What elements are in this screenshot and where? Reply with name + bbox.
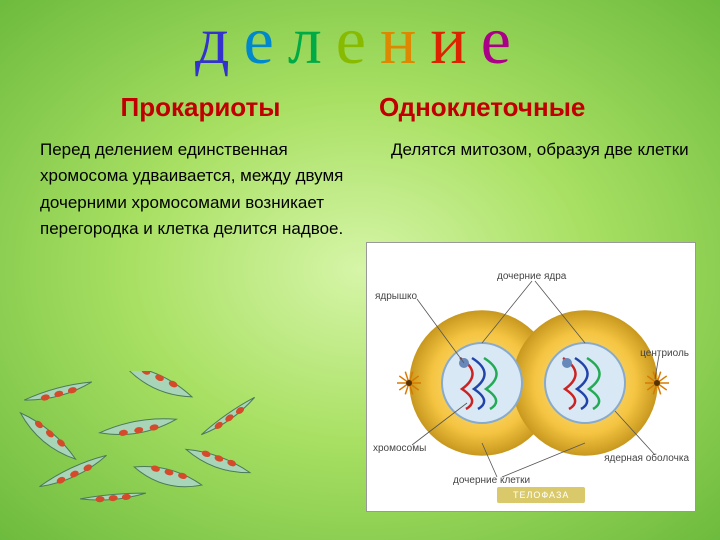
prokaryote-illustration [18,371,298,526]
page-title: деление [0,0,720,74]
stage-badge: ТЕЛОФАЗА [497,487,585,503]
label-nucleolus: ядрышко [375,291,417,302]
label-daughter-cells: дочерние клетки [453,475,530,486]
label-nuclear-envelope: ядерная оболочка [604,453,689,464]
title-letter: н [380,6,430,74]
title-letter: е [244,6,288,74]
title-letter: е [481,6,525,74]
title-letter: е [336,6,380,74]
title-letter: и [430,6,480,74]
columns: Прокариоты Перед делением единственная х… [0,74,720,242]
slide-content: деление Прокариоты Перед делением единст… [0,0,720,540]
left-heading: Прокариоты [40,92,361,123]
mitosis-diagram: ядрышко дочерние ядра центриоль хромосом… [366,242,696,512]
left-body: Перед делением единственная хромосома уд… [40,137,361,242]
mitosis-svg [367,243,697,513]
right-column: Одноклеточные Делятся митозом, образуя д… [379,92,700,242]
title-letter: л [288,6,336,74]
right-heading: Одноклеточные [379,92,700,123]
label-centriole: центриоль [640,348,689,359]
label-chromosomes: хромосомы [373,443,426,454]
label-daughter-nuclei: дочерние ядра [497,271,566,282]
right-body: Делятся митозом, образуя две клетки [379,137,700,163]
title-letter: д [195,6,244,74]
left-column: Прокариоты Перед делением единственная х… [40,92,361,242]
